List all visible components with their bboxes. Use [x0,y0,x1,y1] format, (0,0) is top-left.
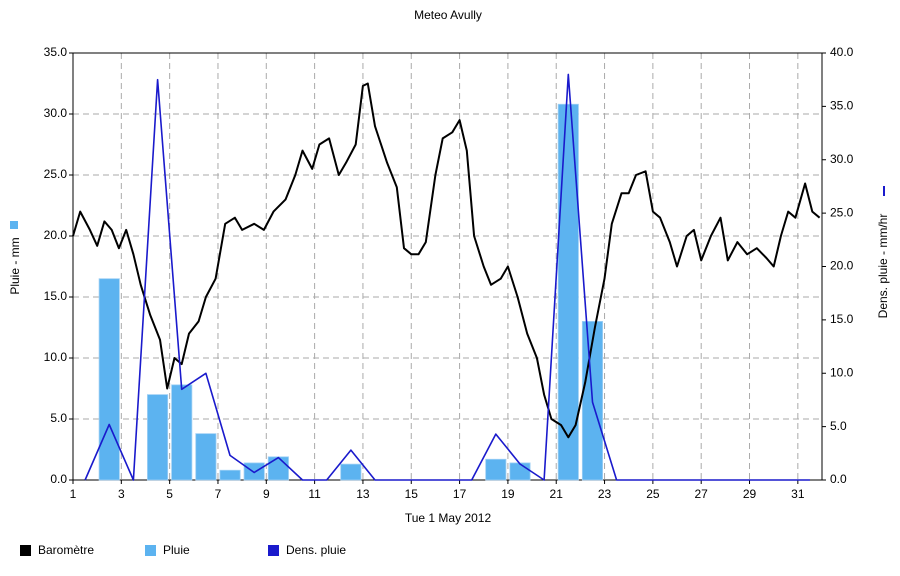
x-tick-label: 11 [308,487,321,501]
line [84,73,810,481]
y-tick-label: 15.0 [44,289,68,303]
bar [267,456,289,481]
bar [340,463,362,481]
bar [485,458,507,481]
x-tick-label: 23 [598,487,612,501]
y-tick-label: 5.0 [50,411,67,425]
y-axis-label: Pluie - mm [8,237,22,294]
y2-tick-label: 40.0 [830,45,854,59]
y2-tick-label: 5.0 [830,419,847,433]
x-tick-label: 7 [215,487,222,501]
bar [195,433,217,481]
bar [147,394,169,481]
y2-tick-label: 25.0 [830,205,854,219]
bar [98,278,120,481]
y-tick-label: 20.0 [44,228,68,242]
legend-swatch [20,545,31,556]
y2-tick-label: 15.0 [830,312,854,326]
x-tick-label: 29 [743,487,757,501]
x-tick-label: 1 [70,487,77,501]
x-tick-label: 15 [405,487,419,501]
y-tick-label: 25.0 [44,167,68,181]
x-tick-label: 31 [791,487,805,501]
legend-label: Baromètre [38,543,94,557]
x-tick-label: 25 [646,487,660,501]
y2-tick-label: 30.0 [830,152,854,166]
x-tick-label: 21 [550,487,564,501]
y2-tick-label: 10.0 [830,365,854,379]
bar [557,103,579,481]
bar [243,462,265,481]
legend-label: Dens. pluie [286,543,346,557]
x-tick-label: 27 [695,487,709,501]
y-tick-label: 35.0 [44,45,68,59]
y2-tick-label: 35.0 [830,99,854,113]
y2-tick-label: 0.0 [830,472,847,486]
y-tick-label: 30.0 [44,106,68,120]
x-axis-label: Tue 1 May 2012 [405,511,492,525]
legend-swatch [268,545,279,556]
chart-title: Meteo Avully [414,8,482,22]
y-tick-label: 10.0 [44,350,68,364]
x-tick-label: 9 [263,487,270,501]
x-tick-label: 3 [118,487,125,501]
line [72,82,821,439]
x-tick-label: 17 [453,487,467,501]
legend-swatch [145,545,156,556]
x-tick-label: 19 [501,487,515,501]
legend-label: Pluie [163,543,190,557]
bar [171,384,193,481]
axis-legend-swatch [10,221,18,229]
y-tick-label: 0.0 [50,472,67,486]
bar [219,469,241,481]
y2-axis-label: Dens. pluie - mm/hr [876,214,890,319]
x-tick-label: 5 [166,487,173,501]
y2-tick-label: 20.0 [830,259,854,273]
bar [509,462,531,481]
x-tick-label: 13 [356,487,370,501]
